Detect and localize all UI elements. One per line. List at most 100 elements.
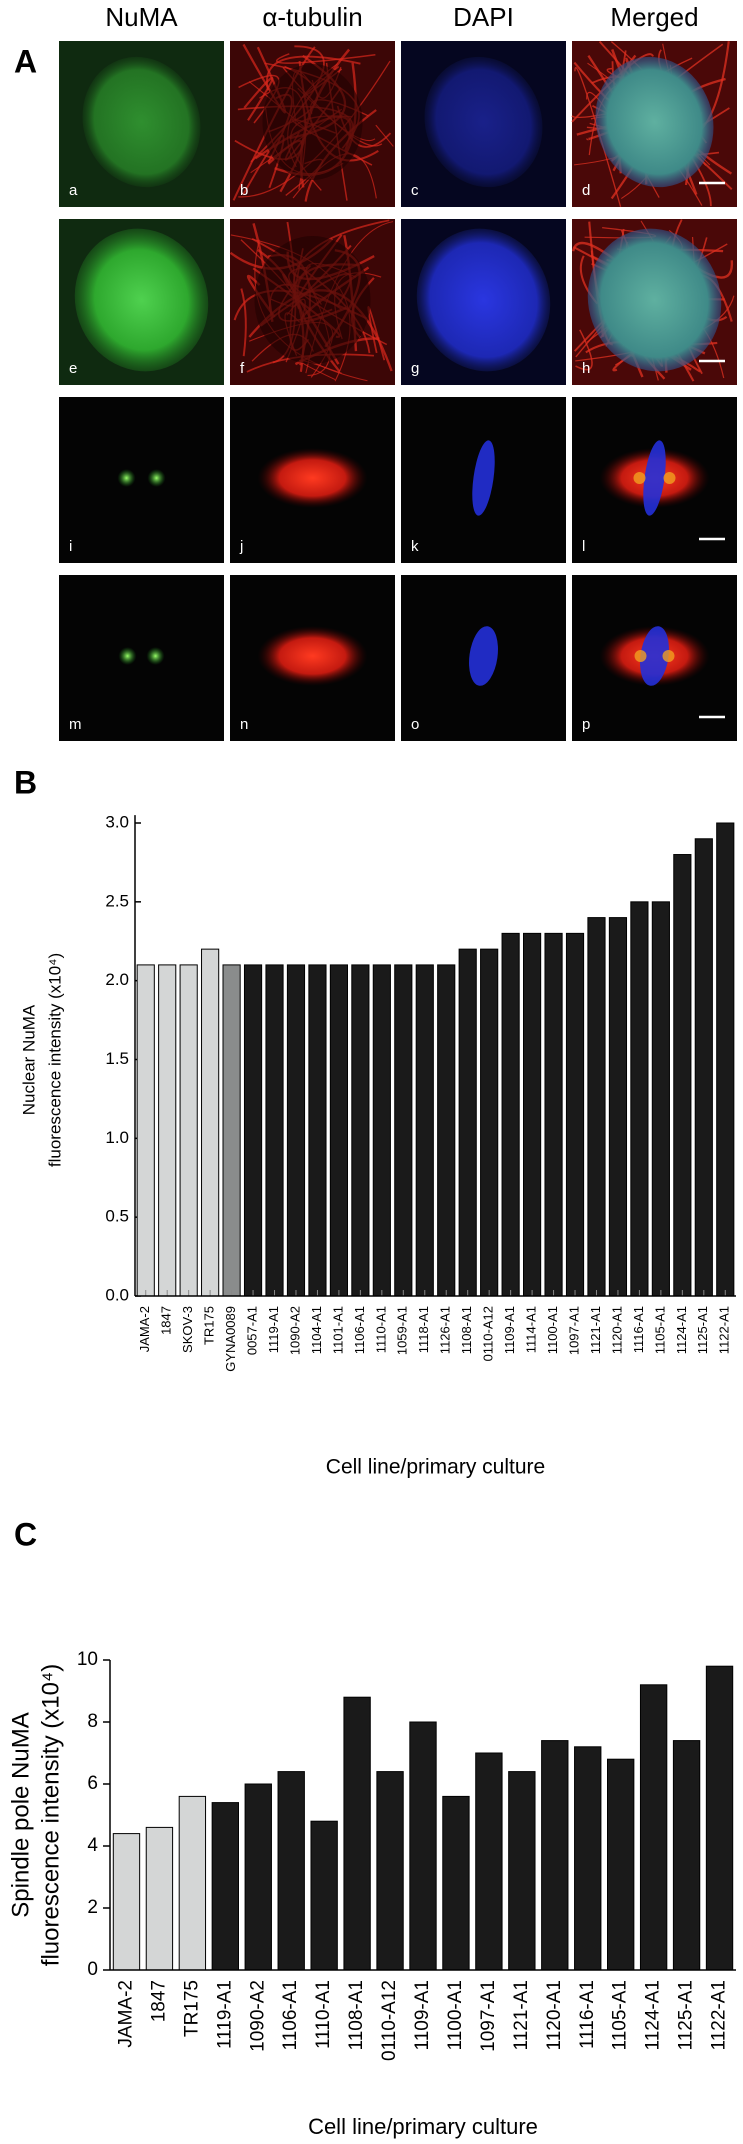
x-tick-label: GYNA0089 xyxy=(223,1306,238,1372)
x-tick-label: 1105-A1 xyxy=(610,1980,631,2050)
fiber xyxy=(575,329,593,371)
image-bg xyxy=(59,575,224,741)
x-tick-label: 1106-A1 xyxy=(280,1980,301,2050)
y-tick-label: 2.5 xyxy=(105,891,129,910)
cell-label: l xyxy=(582,538,585,555)
micrograph: p xyxy=(572,575,737,741)
bar xyxy=(694,838,713,1297)
x-tick-label: 1110-A1 xyxy=(373,1306,388,1353)
x-tick-label: 1118-A1 xyxy=(416,1306,431,1353)
x-tick-label: 1124-A1 xyxy=(674,1306,689,1354)
bar xyxy=(442,1795,470,1971)
y-axis-label: fluorescence intensity (x10⁴) xyxy=(37,1664,64,1966)
x-axis-label: Cell line/primary culture xyxy=(308,2114,538,2139)
bar xyxy=(409,1721,437,1971)
bar xyxy=(211,1802,239,1971)
cell-label: j xyxy=(239,538,243,555)
bar xyxy=(243,964,263,1297)
panel-label: B xyxy=(14,764,37,800)
x-tick-label: 1124-A1 xyxy=(643,1980,664,2050)
y-tick-label: 3.0 xyxy=(105,812,129,831)
x-tick-label: 1106-A1 xyxy=(352,1306,367,1354)
micrograph: o xyxy=(401,575,566,741)
bar xyxy=(244,1783,272,1971)
spindle xyxy=(257,626,368,686)
y-axis-label: Spindle pole NuMA xyxy=(7,1712,34,1917)
x-tick-label: 1100-A1 xyxy=(445,1980,466,2050)
micrograph: h xyxy=(571,219,737,385)
bar xyxy=(265,964,284,1297)
x-tick-label: 1119-A1 xyxy=(266,1306,281,1353)
nucleus xyxy=(262,64,363,180)
x-tick-label: 1122-A1 xyxy=(717,1306,732,1354)
micrograph: j xyxy=(230,397,395,563)
cell-label: f xyxy=(240,360,245,377)
x-tick-label: 1116-A1 xyxy=(631,1306,646,1353)
x-tick-label: 1121-A1 xyxy=(588,1306,603,1354)
bar xyxy=(672,1740,701,1971)
bar xyxy=(630,901,649,1297)
bar xyxy=(286,964,306,1297)
cell-label: c xyxy=(411,182,419,199)
x-tick-label: 1116-A1 xyxy=(577,1980,598,2049)
x-tick-label: 0057-A1 xyxy=(244,1306,259,1355)
nucleus xyxy=(74,228,209,372)
micrograph: n xyxy=(230,575,395,741)
bar xyxy=(651,901,670,1297)
y-tick-label: 0 xyxy=(87,1959,98,1980)
bar xyxy=(639,1684,668,1971)
x-tick-label: JAMA-2 xyxy=(137,1306,152,1352)
bar xyxy=(158,964,177,1297)
bar xyxy=(277,1771,305,1971)
image-bg xyxy=(59,397,224,563)
bar xyxy=(608,917,628,1297)
x-tick-label: 1121-A1 xyxy=(511,1980,532,2050)
y-tick-label: 1.5 xyxy=(105,1049,129,1068)
x-tick-label: 1119-A1 xyxy=(214,1980,235,2049)
y-tick-label: 2 xyxy=(87,1897,98,1918)
chromosomes xyxy=(472,440,495,516)
x-tick-label: 1120-A1 xyxy=(544,1980,565,2050)
y-axis-label: fluorescence intensity (x10⁴) xyxy=(45,953,64,1167)
bar xyxy=(310,1820,338,1971)
micrograph: e xyxy=(59,219,224,385)
spindle-pole xyxy=(634,650,647,662)
x-tick-label: 1108-A1 xyxy=(346,1980,367,2050)
bar xyxy=(329,964,348,1297)
bar xyxy=(501,932,520,1297)
micrograph: k xyxy=(401,397,566,563)
x-tick-label: 1109-A1 xyxy=(502,1306,517,1354)
micrograph: m xyxy=(59,575,224,741)
bar xyxy=(705,1665,734,1971)
bar xyxy=(201,948,220,1297)
bar xyxy=(178,1795,207,1971)
cell-label: e xyxy=(69,360,77,377)
micrograph: b xyxy=(230,41,395,207)
micrograph: l xyxy=(572,397,737,563)
x-tick-label: 1847 xyxy=(159,1306,174,1335)
x-tick-label: 0110-A12 xyxy=(481,1306,496,1361)
bar xyxy=(343,1696,371,1971)
bar xyxy=(145,1826,174,1971)
x-tick-label: 1125-A1 xyxy=(695,1306,710,1354)
nucleus xyxy=(416,228,551,372)
spindle-pole xyxy=(147,469,166,487)
bar xyxy=(673,854,692,1297)
chromosomes xyxy=(469,626,498,686)
micrograph: c xyxy=(401,41,566,207)
bar xyxy=(415,964,434,1297)
spindle-pole xyxy=(662,650,675,662)
panel-label: A xyxy=(14,43,37,79)
column-header: NuMA xyxy=(105,2,178,32)
cell-label: n xyxy=(240,716,248,733)
y-tick-label: 0.0 xyxy=(105,1285,129,1304)
fiber xyxy=(375,124,394,147)
x-tick-label: 1108-A1 xyxy=(459,1306,474,1354)
micrograph: a xyxy=(59,41,224,207)
y-tick-label: 2.0 xyxy=(105,970,129,989)
bar xyxy=(222,964,241,1297)
cell-label: i xyxy=(69,538,72,555)
x-tick-label: 1097-A1 xyxy=(478,1980,499,2052)
micrograph: f xyxy=(229,219,395,385)
